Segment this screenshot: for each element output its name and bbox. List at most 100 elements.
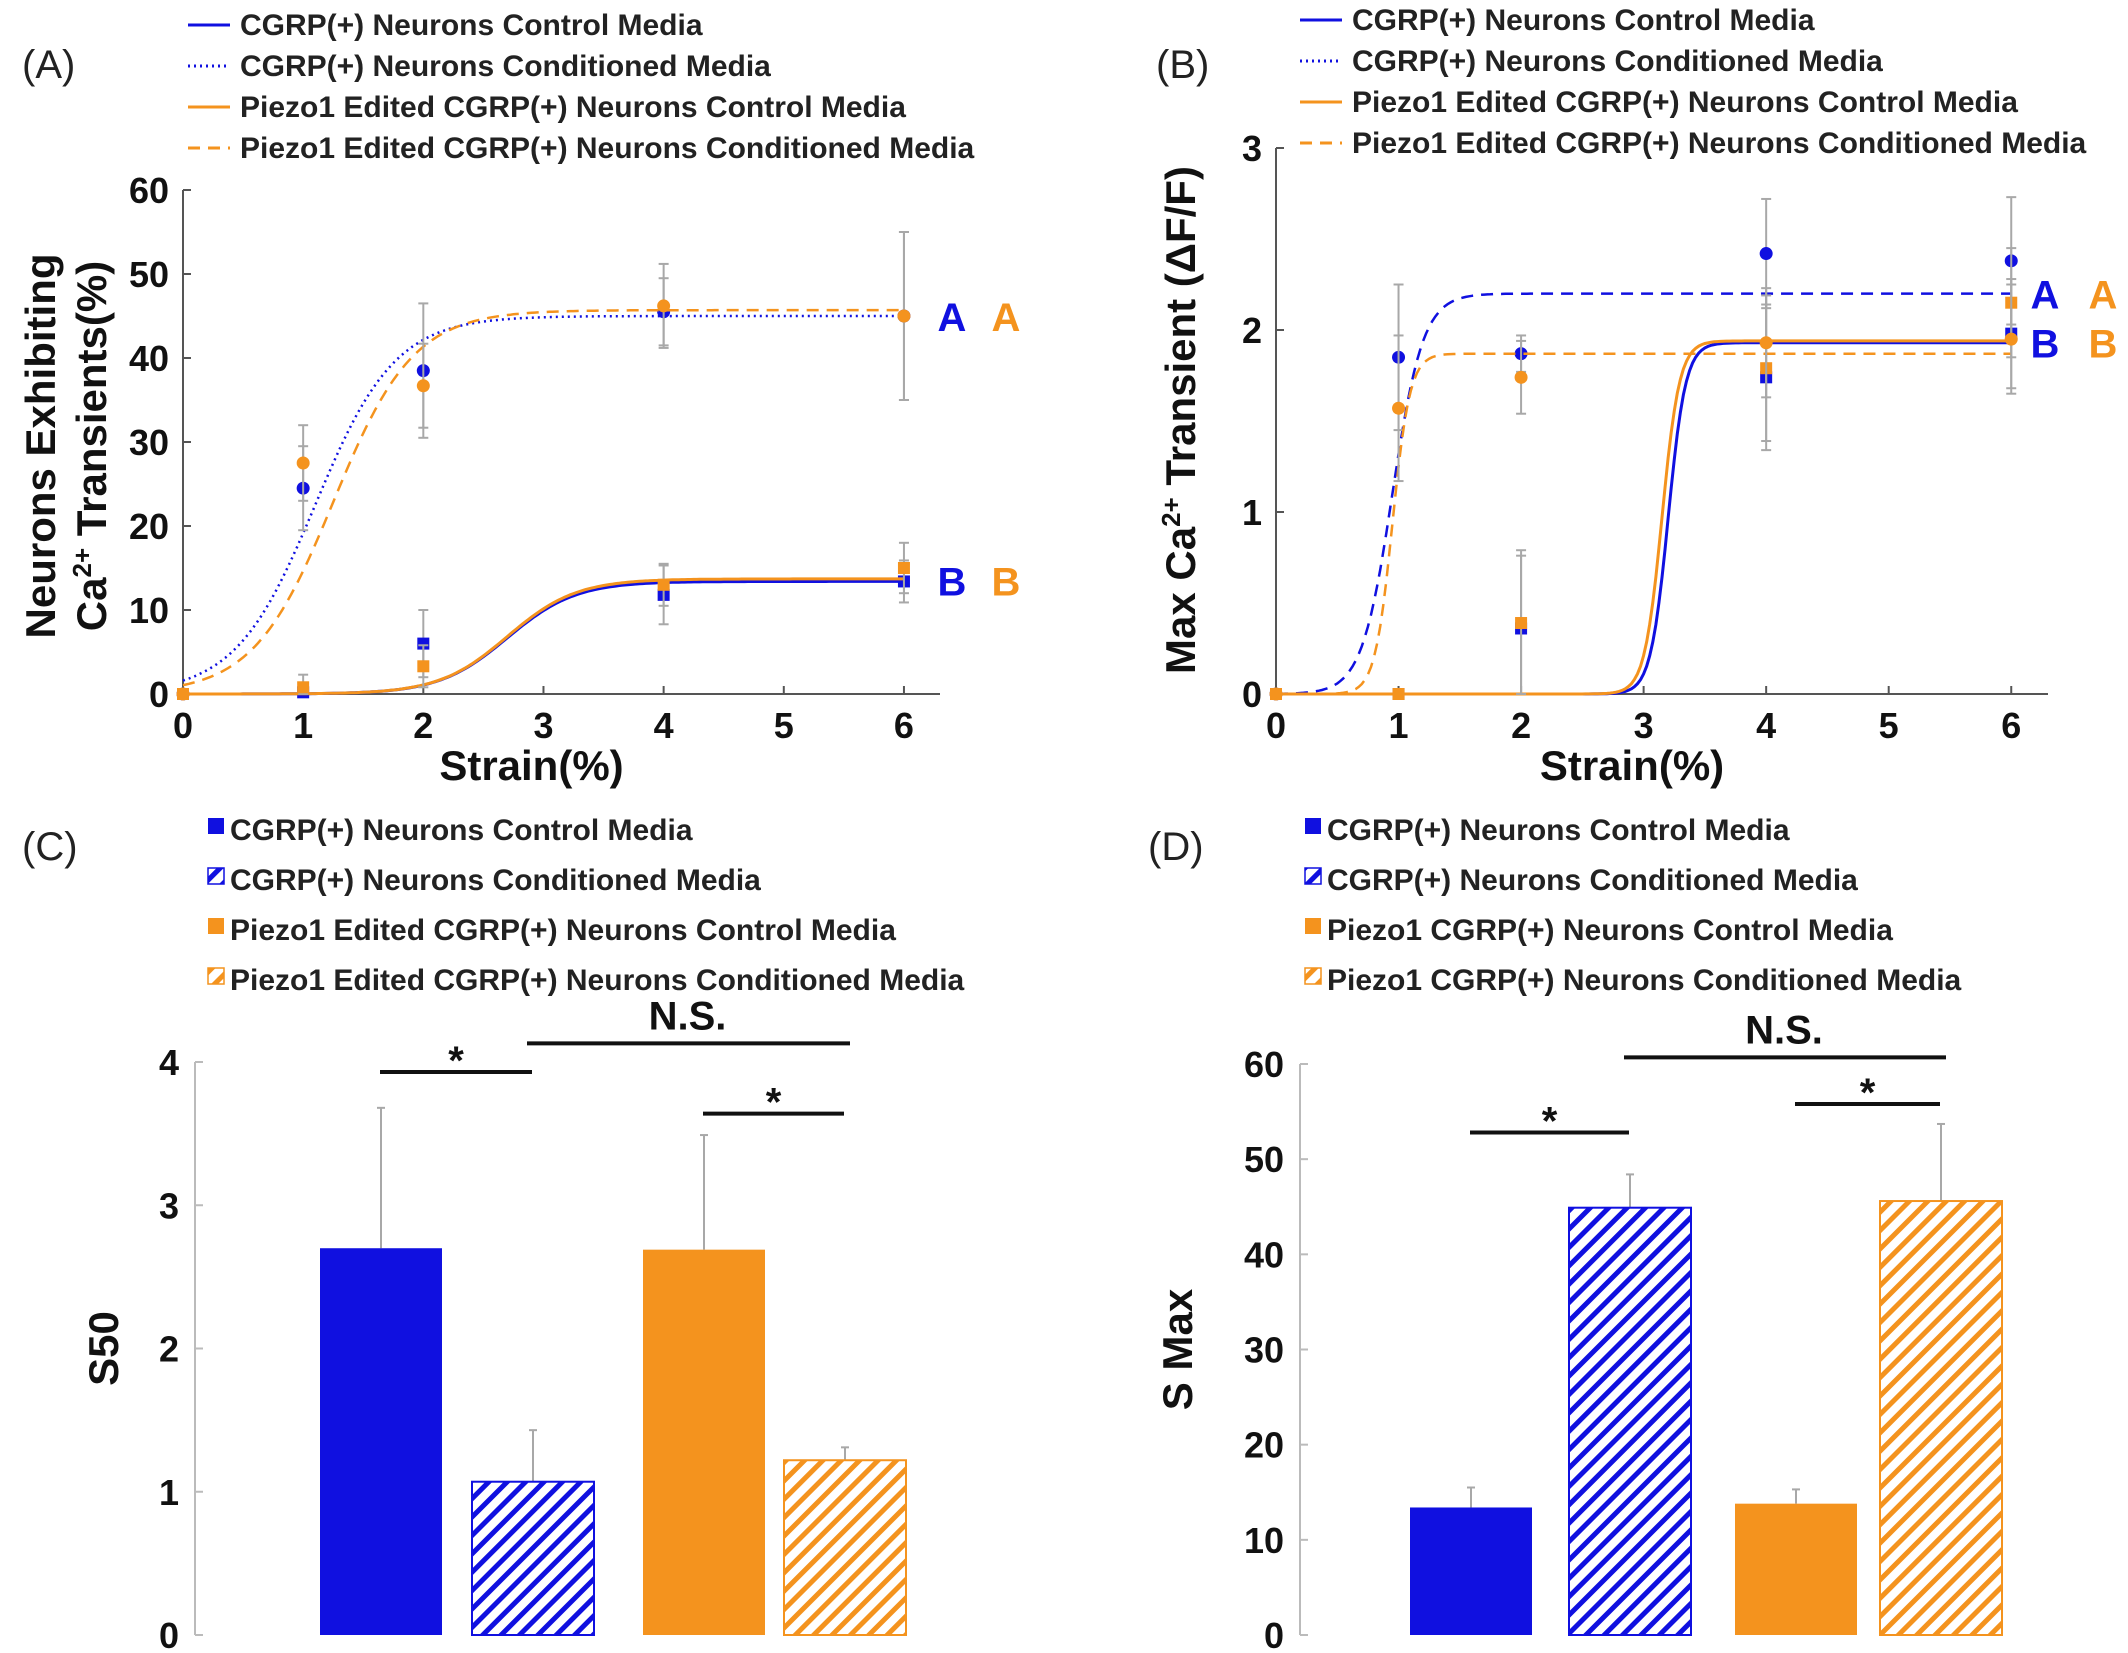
y-tick-label: 50 [129, 254, 169, 295]
significance-label: * [766, 1081, 782, 1125]
legend-label: Piezo1 Edited CGRP(+) Neurons Control Me… [240, 91, 906, 124]
legend-label: Piezo1 Edited CGRP(+) Neurons Control Me… [1352, 86, 2018, 119]
y-tick-label: 1 [159, 1472, 179, 1513]
legend-swatch [207, 967, 225, 985]
legend-label: CGRP(+) Neurons Conditioned Media [230, 864, 761, 897]
y-axis-label: Max Ca2+ Transient (ΔF/F) [1156, 166, 1204, 674]
y-tick-label: 3 [159, 1185, 179, 1226]
legend-label: CGRP(+) Neurons Conditioned Media [240, 50, 771, 83]
y-tick-label: 10 [129, 590, 169, 631]
legend-label: Piezo1 Edited CGRP(+) Neurons Control Me… [230, 914, 896, 947]
x-tick-label: 2 [413, 705, 433, 746]
y-axis-label: S50 [80, 1311, 127, 1386]
x-axis-label: Strain(%) [1540, 742, 1724, 789]
bar [1735, 1503, 1857, 1635]
x-tick-label: 0 [1266, 705, 1286, 746]
x-tick-label: 5 [774, 705, 794, 746]
bar [320, 1248, 442, 1635]
data-point [297, 681, 310, 694]
bar [783, 1459, 907, 1636]
y-tick-label: 4 [159, 1042, 179, 1083]
group-label: B [992, 561, 1021, 605]
x-tick-label: 3 [1634, 705, 1654, 746]
legend-label: CGRP(+) Neurons Control Media [240, 9, 703, 42]
panel-b: (B) CGRP(+) Neurons Control Media CGRP(+) … [1156, 4, 2117, 789]
series-curve [183, 579, 904, 696]
y-tick-label: 30 [1244, 1330, 1284, 1371]
legend-label: CGRP(+) Neurons Conditioned Media [1327, 864, 1858, 897]
data-point [1514, 370, 1528, 384]
group-label: B [2031, 323, 2060, 367]
panel-c: (C) CGRP(+) Neurons Control Media CGRP(+) … [22, 814, 965, 1653]
legend-label: Piezo1 Edited CGRP(+) Neurons Conditione… [240, 132, 975, 165]
group-label: B [938, 561, 967, 605]
x-tick-label: 1 [1389, 705, 1409, 746]
data-point [1759, 247, 1773, 261]
significance-label: * [1860, 1071, 1876, 1115]
x-tick-label: 6 [2001, 705, 2021, 746]
y-tick-label: 40 [129, 338, 169, 379]
data-point [417, 637, 430, 650]
data-point [657, 299, 671, 313]
data-point [657, 578, 670, 591]
x-tick-label: 1 [293, 705, 313, 746]
y-tick-label: 40 [1244, 1234, 1284, 1275]
series-curve [1276, 341, 2012, 696]
series-curve [1276, 339, 2012, 696]
y-tick-label: 2 [159, 1329, 179, 1370]
legend-swatch [208, 818, 224, 834]
y-tick-label: 60 [1244, 1044, 1284, 1085]
y-tick-label: 10 [1244, 1520, 1284, 1561]
x-tick-label: 3 [533, 705, 553, 746]
x-tick-label: 0 [173, 705, 193, 746]
bar [1410, 1507, 1532, 1635]
panel-a: (A) CGRP(+) Neurons Control Media CGRP(+) … [17, 9, 1020, 789]
y-tick-label: 30 [129, 422, 169, 463]
legend-swatch [1304, 967, 1322, 985]
y-tick-label: 20 [129, 506, 169, 547]
y-tick-label: 0 [1264, 1615, 1284, 1653]
series-curve [182, 308, 904, 687]
y-tick-label: 1 [1242, 492, 1262, 533]
y-tick-label: 50 [1244, 1139, 1284, 1180]
bar [471, 1480, 595, 1637]
data-point [417, 660, 430, 673]
panel-d: (D) CGRP(+) Neurons Control Media CGRP(+) … [1148, 814, 2003, 1653]
legend-label: Piezo1 Edited CGRP(+) Neurons Conditione… [230, 964, 965, 997]
significance-label: N.S. [649, 994, 727, 1038]
y-axis-label: Neurons Exhibiting [17, 253, 64, 638]
legend-swatch [1304, 867, 1322, 885]
bar [1879, 1200, 2003, 1637]
y-tick-label: 0 [1242, 674, 1262, 715]
legend-label: Piezo1 Edited CGRP(+) Neurons Conditione… [1352, 127, 2087, 160]
panel-label: (C) [22, 825, 78, 869]
y-axis-label: Ca2+ Transients(%) [67, 261, 115, 631]
x-tick-label: 5 [1879, 705, 1899, 746]
group-label: B [2089, 323, 2118, 367]
panel-label: (D) [1148, 825, 1204, 869]
data-point [1759, 336, 1773, 350]
y-tick-label: 3 [1242, 128, 1262, 169]
legend-swatch [207, 867, 225, 885]
y-tick-label: 0 [159, 1615, 179, 1653]
legend-label: CGRP(+) Neurons Control Media [1327, 814, 1790, 847]
data-point [1392, 688, 1405, 700]
x-tick-label: 4 [1756, 705, 1776, 746]
group-label: A [992, 296, 1021, 340]
y-tick-label: 20 [1244, 1425, 1284, 1466]
data-point [897, 309, 911, 323]
data-point [1392, 401, 1406, 415]
significance-label: * [448, 1039, 464, 1083]
series-curve [182, 314, 904, 682]
y-tick-label: 60 [129, 170, 169, 211]
data-point [2004, 332, 2018, 346]
group-label: A [2089, 274, 2118, 318]
data-point [176, 687, 190, 701]
legend-label: Piezo1 CGRP(+) Neurons Conditioned Media [1327, 964, 1962, 997]
legend-label: Piezo1 CGRP(+) Neurons Control Media [1327, 914, 1893, 947]
legend-swatch [208, 918, 224, 934]
x-axis-label: Strain(%) [439, 742, 623, 789]
legend-swatch [1305, 818, 1321, 834]
data-point [1515, 617, 1528, 630]
